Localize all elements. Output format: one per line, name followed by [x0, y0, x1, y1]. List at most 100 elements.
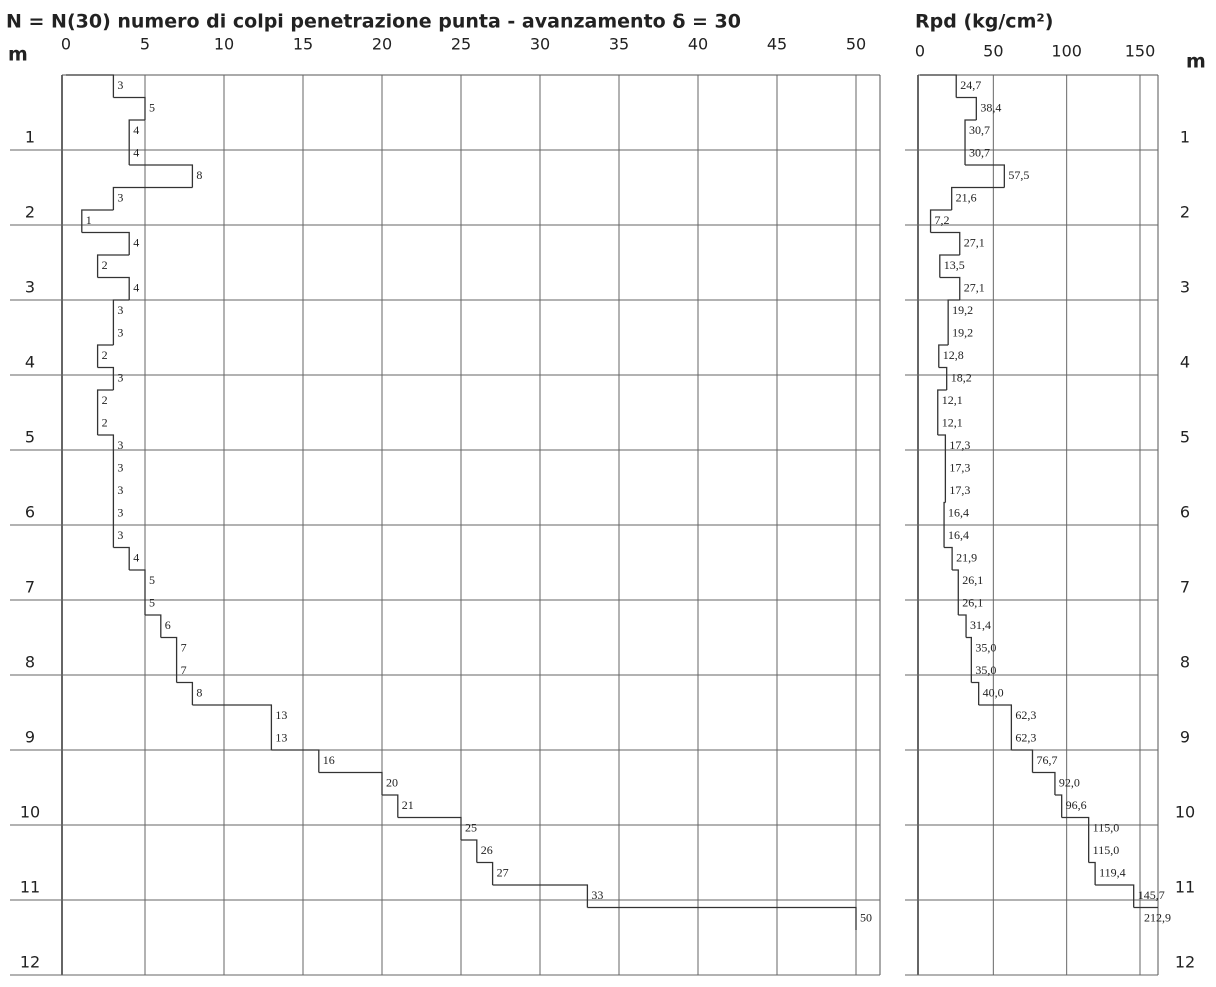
y-tick-label: 6 — [25, 503, 35, 522]
value-label: 40,0 — [983, 686, 1004, 700]
y-tick-label: 4 — [1180, 353, 1190, 372]
step — [129, 569, 146, 593]
x-tick-label: 30 — [530, 35, 550, 54]
value-label: 96,6 — [1066, 798, 1087, 812]
value-label: 2 — [102, 416, 108, 430]
y-tick-label: 8 — [25, 653, 35, 672]
step — [382, 794, 399, 818]
y-tick-label: 12 — [1175, 953, 1195, 972]
step — [937, 389, 947, 413]
step — [1095, 884, 1135, 908]
step — [1061, 816, 1090, 840]
value-label: 212,9 — [1144, 911, 1171, 925]
value-label: 2 — [102, 348, 108, 362]
step — [1032, 771, 1056, 795]
step — [271, 749, 320, 773]
value-label: 5 — [149, 596, 155, 610]
x-tick-label: 10 — [214, 35, 234, 54]
value-label: 4 — [133, 551, 139, 565]
value-label: 3 — [117, 371, 123, 385]
step — [397, 816, 462, 840]
value-label: 26 — [481, 843, 493, 857]
value-label: 76,7 — [1036, 753, 1057, 767]
y-tick-label: 2 — [1180, 203, 1190, 222]
step — [966, 636, 972, 660]
value-label: 3 — [117, 461, 123, 475]
y-tick-label: 11 — [20, 878, 40, 897]
step — [81, 231, 130, 255]
value-label: 12,1 — [942, 416, 963, 430]
value-label: 21,6 — [956, 191, 977, 205]
value-label: 16 — [323, 753, 335, 767]
step — [939, 254, 960, 278]
value-label: 35,0 — [975, 663, 996, 677]
value-label: 3 — [117, 483, 123, 497]
x-tick-label: 150 — [1125, 42, 1156, 61]
step — [943, 501, 946, 525]
value-label: 92,0 — [1059, 776, 1080, 790]
y-tick-label: 1 — [25, 128, 35, 147]
step — [930, 231, 961, 255]
x-tick-label: 50 — [846, 35, 866, 54]
value-label: 21 — [402, 798, 414, 812]
value-label: 31,4 — [970, 618, 991, 632]
y-tick-label: 1 — [1180, 128, 1190, 147]
value-label: 1 — [86, 213, 92, 227]
step-series — [920, 74, 1158, 909]
y-tick-label: 5 — [25, 428, 35, 447]
step — [965, 164, 1005, 188]
step — [192, 704, 273, 728]
value-label: 25 — [465, 821, 477, 835]
step — [929, 209, 952, 233]
value-label: 19,2 — [952, 303, 973, 317]
value-label: 115,0 — [1093, 843, 1120, 857]
step — [952, 569, 959, 593]
x-tick-label: 35 — [609, 35, 629, 54]
value-label: 30,7 — [969, 123, 990, 137]
value-label: 33 — [591, 888, 603, 902]
x-tick-label: 20 — [372, 35, 392, 54]
value-label: 17,3 — [949, 483, 970, 497]
step — [1054, 794, 1063, 818]
value-label: 3 — [117, 506, 123, 520]
value-label: 2 — [102, 393, 108, 407]
value-label: 57,5 — [1008, 168, 1029, 182]
value-label: 4 — [133, 236, 139, 250]
value-label: 38,4 — [980, 101, 1001, 115]
y-axis-label: m — [8, 44, 28, 66]
step — [176, 681, 194, 705]
value-label: 7 — [181, 641, 187, 655]
x-tick-label: 50 — [983, 42, 1003, 61]
step — [938, 344, 949, 368]
y-tick-label: 3 — [1180, 278, 1190, 297]
value-label: 50 — [860, 911, 872, 925]
y-tick-label: 3 — [25, 278, 35, 297]
step — [145, 614, 162, 638]
value-label: 6 — [165, 618, 171, 632]
value-label: 26,1 — [962, 573, 983, 587]
value-label: 5 — [149, 573, 155, 587]
value-label: 8 — [196, 686, 202, 700]
step — [947, 299, 960, 323]
step — [96, 389, 114, 413]
step — [958, 614, 967, 638]
step — [971, 681, 980, 705]
x-tick-label: 15 — [293, 35, 313, 54]
chart-title: N = N(30) numero di colpi penetrazione p… — [6, 11, 741, 33]
value-label: 7 — [181, 663, 187, 677]
value-label: 4 — [133, 281, 139, 295]
step — [956, 96, 977, 120]
y-tick-label: 5 — [1180, 428, 1190, 447]
step — [96, 344, 114, 368]
step — [951, 186, 1005, 210]
step — [964, 119, 977, 143]
step — [81, 209, 114, 233]
value-label: 16,4 — [948, 528, 969, 542]
value-label: 30,7 — [969, 146, 990, 160]
x-tick-label: 0 — [915, 42, 925, 61]
value-label: 13 — [275, 731, 287, 745]
y-tick-label: 7 — [1180, 578, 1190, 597]
y-tick-label: 4 — [25, 353, 35, 372]
value-label: 3 — [117, 191, 123, 205]
